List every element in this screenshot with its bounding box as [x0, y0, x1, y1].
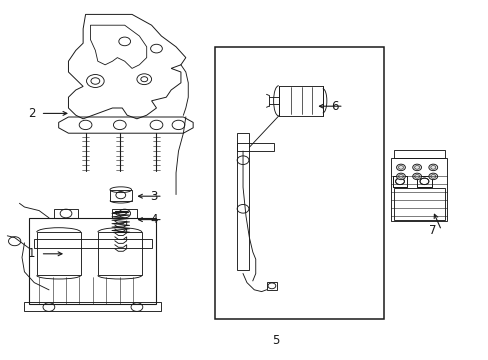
Bar — [112, 209, 137, 218]
Circle shape — [396, 173, 405, 180]
Circle shape — [412, 173, 421, 180]
Bar — [390, 158, 447, 221]
Text: 4: 4 — [150, 213, 158, 226]
Text: 5: 5 — [272, 334, 280, 347]
Bar — [54, 209, 78, 218]
Bar — [392, 176, 407, 187]
Bar — [393, 150, 444, 158]
Text: 3: 3 — [150, 190, 158, 203]
Bar — [393, 188, 444, 220]
Bar — [266, 282, 277, 290]
Bar — [110, 190, 131, 201]
Text: 6: 6 — [330, 100, 338, 113]
Bar — [24, 302, 161, 311]
Bar — [34, 239, 151, 248]
Bar — [416, 176, 431, 187]
Bar — [37, 232, 81, 275]
Text: 2: 2 — [28, 107, 36, 120]
Bar — [416, 176, 431, 187]
Bar — [98, 232, 142, 275]
Circle shape — [428, 164, 437, 171]
Bar — [237, 143, 273, 151]
Circle shape — [396, 164, 405, 171]
Bar — [392, 176, 407, 187]
Text: 7: 7 — [428, 224, 436, 237]
Circle shape — [428, 173, 437, 180]
Circle shape — [412, 164, 421, 171]
Bar — [278, 86, 322, 116]
Bar — [237, 133, 249, 270]
Bar — [215, 47, 383, 319]
Text: 1: 1 — [28, 247, 36, 260]
